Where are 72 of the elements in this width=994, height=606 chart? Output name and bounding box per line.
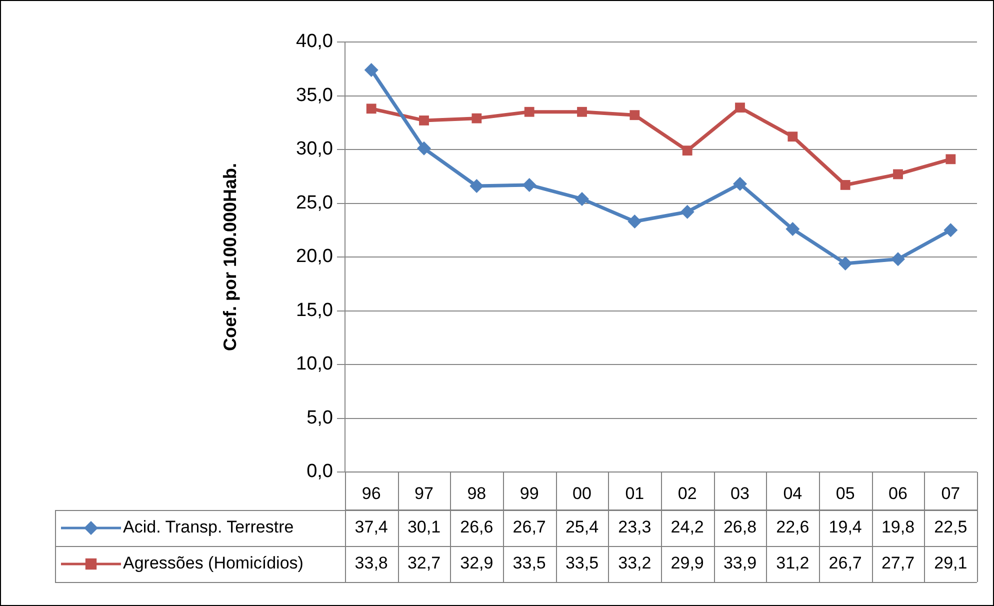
data-label: 37,4 [354, 518, 388, 537]
point [472, 113, 482, 124]
y-tick-label: 25,0 [296, 192, 333, 214]
point [946, 154, 956, 164]
x-tick-label: 01 [625, 484, 644, 503]
x-tick-label: 05 [836, 484, 855, 503]
x-tick-label: 06 [888, 484, 908, 503]
data-label: 19,4 [828, 518, 862, 537]
data-label: 23,3 [618, 518, 652, 537]
x-tick-label: 96 [362, 484, 381, 503]
data-label: 27,7 [881, 554, 915, 573]
data-label: 32,9 [460, 554, 494, 573]
point [840, 180, 850, 190]
y-tick-label: 30,0 [296, 138, 333, 160]
data-label: 26,7 [512, 518, 546, 537]
data-label: 31,2 [776, 554, 810, 573]
data-label: 33,8 [354, 554, 388, 573]
data-label: 22,5 [934, 518, 968, 537]
data-label: 30,1 [407, 518, 441, 537]
data-label: 25,4 [565, 518, 599, 537]
point [891, 252, 905, 266]
x-tick-label: 02 [678, 484, 697, 503]
y-tick-label: 40,0 [296, 31, 333, 52]
point [417, 141, 431, 156]
point [630, 110, 640, 120]
y-tick-label: 0,0 [306, 461, 333, 482]
data-label: 26,6 [460, 518, 494, 537]
point [470, 179, 484, 194]
data-label: 26,7 [828, 554, 862, 573]
data-label: 29,9 [670, 554, 704, 573]
point [680, 204, 694, 219]
point [944, 223, 958, 238]
y-tick-label: 15,0 [296, 300, 333, 321]
data-label: 33,5 [512, 554, 546, 573]
point [893, 169, 903, 180]
x-tick-label: 97 [414, 484, 434, 503]
data-label: 33,5 [565, 554, 599, 573]
x-tick-label: 07 [941, 484, 960, 503]
point [575, 192, 589, 206]
point [788, 132, 798, 142]
x-tick-label: 99 [520, 484, 539, 503]
y-tick-label: 5,0 [306, 407, 333, 428]
data-label: 24,2 [670, 518, 704, 537]
point [735, 102, 745, 113]
point [786, 222, 800, 236]
point [524, 106, 534, 117]
x-tick-label: 00 [572, 484, 592, 503]
point [628, 214, 642, 229]
x-tick-label: 04 [783, 484, 802, 503]
point [682, 146, 692, 156]
y-tick-label: 35,0 [296, 84, 333, 106]
legend-label: Acid. Transp. Terrestre [123, 518, 294, 537]
point [733, 176, 747, 191]
y-tick-label: 20,0 [296, 246, 333, 268]
x-tick-label: 98 [467, 484, 486, 503]
data-label: 22,6 [776, 518, 810, 537]
point [838, 256, 852, 270]
data-label: 19,8 [881, 518, 915, 537]
data-label: 26,8 [723, 518, 757, 537]
legend-label: Agressões (Homicídios) [123, 554, 304, 573]
data-label: 32,7 [407, 554, 441, 573]
x-tick-label: 03 [730, 484, 750, 503]
point [522, 178, 536, 192]
point [577, 106, 587, 117]
y-axis-title: Coef. por 100.000Hab. [220, 162, 240, 352]
data-label: 33,2 [618, 554, 652, 573]
point [364, 62, 378, 77]
data-label: 33,9 [723, 554, 757, 573]
data-label: 29,1 [934, 554, 968, 573]
y-tick-label: 10,0 [296, 354, 333, 375]
point [366, 104, 376, 114]
point [419, 116, 429, 126]
